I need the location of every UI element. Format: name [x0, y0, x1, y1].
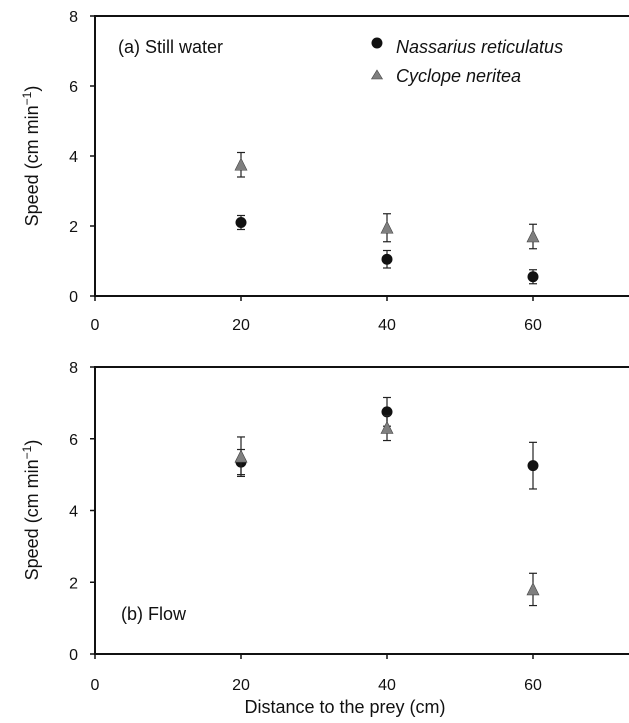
- point-cyclope: [234, 449, 248, 463]
- x-tick-label: 0: [91, 317, 100, 334]
- panel-b-y-axis-title: Speed (cm min−1): [20, 440, 42, 581]
- legend-circle-marker: [371, 37, 383, 49]
- point-cyclope: [234, 157, 248, 171]
- y-tick-label: 8: [69, 360, 78, 377]
- point-cyclope: [526, 229, 540, 243]
- x-tick-label: 60: [524, 677, 542, 694]
- y-tick-label: 6: [69, 432, 78, 449]
- y-tick-label: 2: [69, 219, 78, 236]
- legend-triangle-marker: [370, 69, 384, 80]
- legend-entry-nassarius: Nassarius reticulatus: [396, 37, 563, 57]
- y-tick-label: 6: [69, 79, 78, 96]
- x-tick-label: 20: [232, 677, 250, 694]
- point-nassarius: [235, 217, 247, 228]
- panel-a-label: (a) Still water: [118, 37, 223, 57]
- point-nassarius: [381, 253, 393, 265]
- panel-b-data-marks: [234, 396, 540, 607]
- y-tick-label: 4: [69, 504, 78, 521]
- point-cyclope: [380, 220, 394, 234]
- x-tick-label: 0: [91, 677, 100, 694]
- panel-b-x-axis: 0 20 40 60: [91, 654, 542, 694]
- panel-a-data-marks: [234, 151, 540, 285]
- point-nassarius: [527, 271, 539, 283]
- y-tick-label: 0: [69, 289, 78, 306]
- panel-a-y-axis: 0 2 4 6 8: [69, 9, 95, 306]
- panel-a-plot-frame: [94, 15, 629, 297]
- x-tick-label: 40: [378, 677, 396, 694]
- y-tick-label: 0: [69, 647, 78, 664]
- y-tick-label: 8: [69, 9, 78, 26]
- y-tick-label: 2: [69, 575, 78, 592]
- x-tick-label: 60: [524, 317, 542, 334]
- panel-a-y-axis-title: Speed (cm min−1): [20, 86, 42, 227]
- panel-b-y-axis: 0 2 4 6 8: [69, 360, 95, 664]
- panel-a: 0 2 4 6 8 0 20 40 60 Speed (cm min−1) (a) Still…: [20, 9, 629, 334]
- panel-a-x-axis: 0 20 40 60: [91, 296, 542, 334]
- x-tick-label: 20: [232, 317, 250, 334]
- legend: Nassarius reticulatus Cyclope neritea: [370, 37, 563, 86]
- point-cyclope: [380, 420, 394, 434]
- point-nassarius: [527, 460, 539, 472]
- point-nassarius: [381, 406, 393, 418]
- point-cyclope: [526, 582, 540, 596]
- x-tick-label: 40: [378, 317, 396, 334]
- y-tick-label: 4: [69, 149, 78, 166]
- panel-b-label: (b) Flow: [121, 604, 187, 624]
- legend-entry-cyclope: Cyclope neritea: [396, 66, 521, 86]
- x-axis-title: Distance to the prey (cm): [244, 697, 445, 717]
